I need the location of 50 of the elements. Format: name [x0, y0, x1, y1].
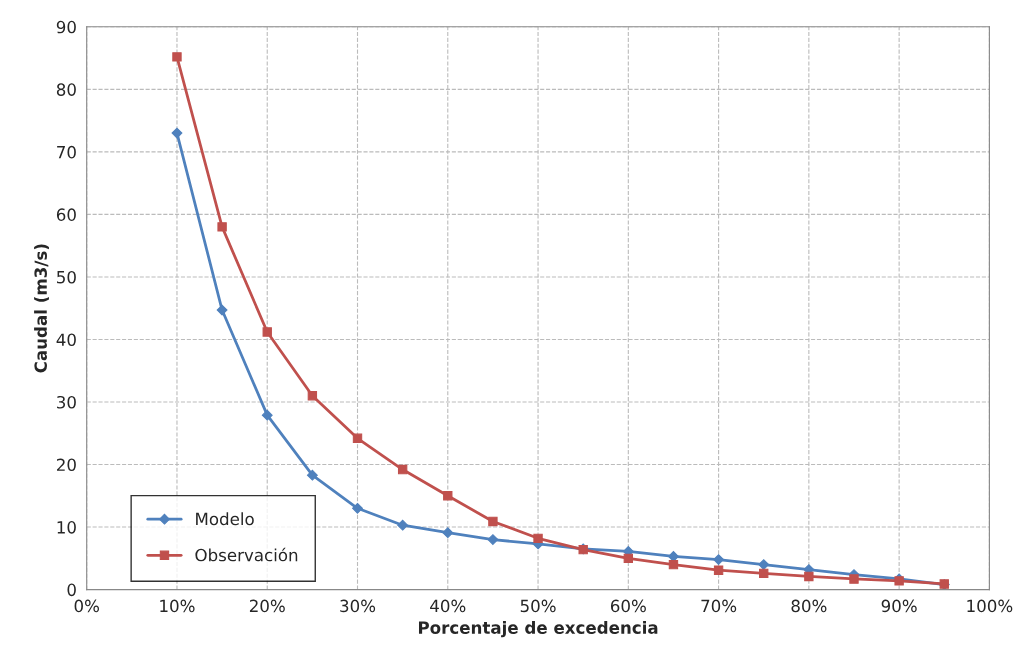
point: [442, 527, 454, 539]
x-tick-label: 80%: [791, 599, 827, 613]
x-tick-label: 10%: [160, 599, 195, 613]
x-tick-label: 20%: [249, 599, 285, 613]
point: [488, 516, 498, 527]
y-tick-label: 0: [67, 583, 76, 597]
y-tick-label: 90: [56, 20, 76, 34]
point: [713, 554, 725, 566]
point: [171, 127, 183, 139]
point: [261, 409, 273, 421]
x-tick-label: 30%: [340, 599, 376, 613]
point: [172, 52, 182, 62]
x-tick-label: 60%: [610, 599, 646, 613]
legend-label: Observación: [195, 547, 298, 562]
point: [804, 571, 814, 582]
point: [397, 464, 408, 475]
y-tick-label: 30: [57, 395, 76, 409]
y-tick-label: 10: [57, 521, 76, 534]
point: [262, 327, 272, 337]
point: [713, 565, 724, 575]
point: [758, 559, 770, 571]
x-tick-label: 100%: [967, 599, 1013, 613]
x-tick-label: 0%: [74, 599, 99, 613]
point: [217, 222, 227, 232]
point: [668, 559, 679, 570]
point: [397, 519, 409, 531]
point: [307, 391, 318, 401]
y-tick-label: 70: [57, 145, 76, 159]
point: [216, 304, 228, 316]
point: [759, 568, 769, 579]
y-axis-title: Caudal (m3/s): [34, 244, 49, 373]
x-axis-title: Porcentaje de excedencia: [418, 621, 658, 638]
point: [306, 469, 318, 481]
y-tick-label: 80: [56, 83, 76, 96]
point: [623, 553, 634, 564]
x-tick-label: 50%: [520, 599, 556, 613]
y-tick-label: 40: [56, 333, 76, 347]
point: [352, 502, 363, 514]
y-tick-label: 60: [56, 208, 76, 221]
legend-label: Modelo: [196, 512, 254, 526]
point: [487, 534, 499, 545]
point: [443, 491, 453, 501]
x-tick-label: 90%: [881, 599, 917, 613]
x-tick-label: 70%: [701, 599, 737, 613]
point: [352, 433, 363, 443]
point: [533, 533, 543, 544]
y-tick-label: 20: [56, 458, 76, 472]
point: [849, 574, 859, 584]
y-tick-label: 50: [57, 270, 76, 284]
x-tick-label: 40%: [430, 599, 466, 613]
